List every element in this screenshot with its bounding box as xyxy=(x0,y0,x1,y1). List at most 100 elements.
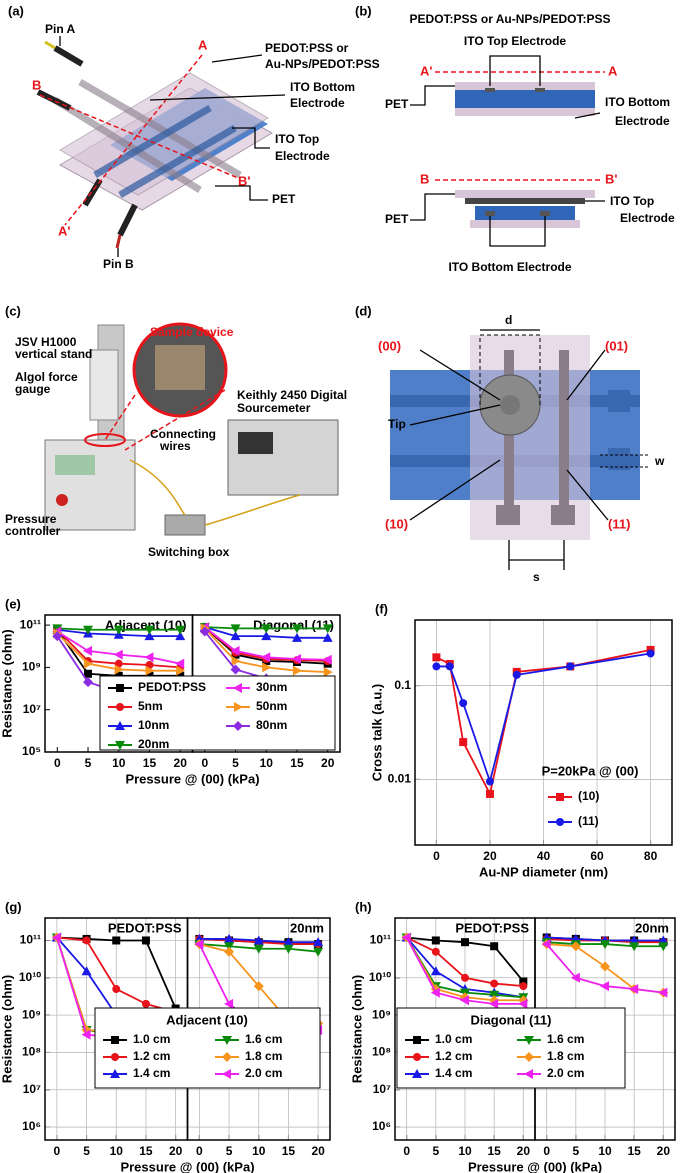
x-tick-label: 80 xyxy=(644,849,658,863)
marker xyxy=(646,649,655,658)
label: Connecting xyxy=(150,427,216,441)
diagram-shape xyxy=(479,334,541,405)
marker xyxy=(431,936,440,945)
subplot-title: Adjacent (10) xyxy=(105,617,187,632)
diagram-shape xyxy=(117,203,138,237)
label: Pin B xyxy=(103,257,134,271)
legend-marker xyxy=(233,721,243,731)
x-tick-label: 0 xyxy=(403,1144,410,1158)
label: Electrode xyxy=(620,211,675,225)
panel-label: (e) xyxy=(5,596,21,611)
marker xyxy=(461,938,469,947)
legend-label: 1.6 cm xyxy=(245,1032,282,1046)
diagram-shape xyxy=(470,220,580,228)
diagram-shape xyxy=(84,433,126,447)
marker xyxy=(461,973,469,982)
label: PET xyxy=(272,192,296,206)
marker xyxy=(81,966,92,976)
marker xyxy=(322,654,332,665)
legend-marker xyxy=(413,1053,421,1061)
legend-marker xyxy=(234,702,243,712)
marker xyxy=(570,941,581,952)
marker xyxy=(313,947,324,957)
y-axis-label: Resistance (ohm) xyxy=(0,975,14,1083)
label: ITO Bottom Electrode xyxy=(448,260,571,274)
marker xyxy=(629,935,640,945)
legend-marker xyxy=(116,703,124,711)
label: A xyxy=(198,37,208,52)
legend-label: 30nm xyxy=(256,680,287,694)
marker xyxy=(518,998,528,1009)
marker xyxy=(485,777,494,786)
marker xyxy=(230,645,240,656)
marker xyxy=(629,984,639,995)
label: PET xyxy=(385,97,409,111)
marker xyxy=(230,624,241,634)
diagram-shape xyxy=(574,112,601,119)
diagram-shape xyxy=(489,216,546,247)
subplot-title: PEDOT:PSS xyxy=(108,920,182,935)
y-tick-label: 10¹⁰ xyxy=(369,970,391,984)
diagram-shape xyxy=(410,193,455,221)
label: vertical stand xyxy=(15,347,92,361)
diagram-shape xyxy=(104,394,136,441)
diagram-shape xyxy=(608,448,630,470)
panel-label: (f) xyxy=(375,601,388,616)
marker xyxy=(83,645,93,656)
label: A' xyxy=(58,223,70,238)
y-axis-label: Resistance (ohm) xyxy=(349,975,364,1083)
y-tick-label: 10¹¹ xyxy=(20,617,41,631)
label: Pin A xyxy=(45,22,76,36)
x-tick-label: 15 xyxy=(139,1144,153,1158)
diagram-shape xyxy=(232,127,270,149)
diagram-shape xyxy=(566,469,609,521)
marker xyxy=(83,677,94,688)
marker xyxy=(144,631,155,641)
marker xyxy=(323,667,333,678)
y-tick-label: 10¹¹ xyxy=(20,933,41,947)
marker xyxy=(541,939,551,950)
legend-label: 1.0 cm xyxy=(133,1032,170,1046)
label: Electrode xyxy=(615,114,670,128)
y-tick-label: 10⁹ xyxy=(22,1007,41,1021)
legend-title: P=20kPa @ (00) xyxy=(542,763,639,778)
marker xyxy=(291,653,301,664)
marker xyxy=(489,998,499,1009)
legend-box xyxy=(94,1007,321,1089)
label: B' xyxy=(238,173,250,188)
label: d xyxy=(505,313,512,327)
diagram-shape xyxy=(485,211,495,216)
marker xyxy=(512,670,521,679)
marker xyxy=(401,932,411,943)
x-tick-label: 15 xyxy=(627,1144,641,1158)
diagram-shape xyxy=(535,88,545,92)
marker xyxy=(283,937,294,947)
legend-marker xyxy=(556,793,564,801)
marker xyxy=(292,665,302,676)
marker xyxy=(432,653,441,662)
marker xyxy=(253,944,264,954)
legend-label: (10) xyxy=(578,789,599,803)
legend-marker xyxy=(413,1036,421,1044)
legend-marker xyxy=(110,1069,120,1078)
legend-label: 1.0 cm xyxy=(435,1032,472,1046)
x-tick-label: 0 xyxy=(54,1144,61,1158)
label: PET xyxy=(385,212,409,226)
label: Electrode xyxy=(290,96,345,110)
legend-label: 1.8 cm xyxy=(547,1049,584,1063)
marker xyxy=(261,624,272,634)
marker xyxy=(658,935,669,945)
panel-label: (h) xyxy=(355,899,372,914)
marker xyxy=(519,977,528,986)
x-tick-label: 5 xyxy=(226,1144,233,1158)
x-tick-label: 20 xyxy=(311,1144,325,1158)
marker xyxy=(283,944,294,954)
diagram-shape xyxy=(215,185,268,201)
label: gauge xyxy=(15,382,51,396)
x-axis-label: Au-NP diameter (nm) xyxy=(479,864,608,879)
x-axis-label: Pressure @ (00) (kPa) xyxy=(120,1159,254,1173)
x-tick-label: 15 xyxy=(487,1144,501,1158)
marker xyxy=(262,662,272,673)
label: B xyxy=(32,77,41,92)
marker xyxy=(84,658,94,669)
